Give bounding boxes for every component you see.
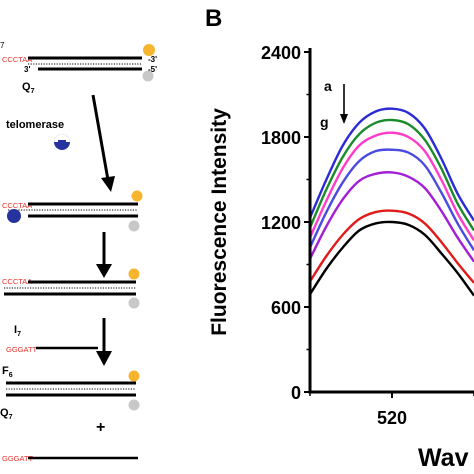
scheme-label-top-edge: 7 bbox=[0, 41, 5, 50]
scheme-row-2: CCCTAA bbox=[2, 190, 143, 232]
tick-marks bbox=[304, 51, 474, 398]
fluorescence-chart: B Fluorescence Intensity Wav 0 600 1200 180… bbox=[205, 5, 474, 472]
series-layer bbox=[308, 107, 474, 297]
released-sequence: GGGATT bbox=[2, 454, 34, 463]
scheme-row-3: CCCTAA bbox=[2, 268, 140, 309]
fragment-label: F6 bbox=[2, 365, 13, 379]
spectrum-line-f bbox=[308, 209, 474, 284]
row2-fluorophore-dot bbox=[131, 190, 143, 202]
panel-letter: B bbox=[205, 5, 222, 32]
quencher-label-bottom: Q7 bbox=[0, 407, 13, 421]
x-tick-labels: 520 bbox=[377, 408, 407, 428]
y-tick-label: 1800 bbox=[261, 128, 301, 148]
annotation-a: a bbox=[324, 78, 332, 94]
row2-sequence: CCCTAA bbox=[2, 201, 32, 210]
spectrum-line-g bbox=[308, 220, 474, 297]
x-tick-label: 520 bbox=[377, 408, 407, 428]
strand-end-5prime: -5' bbox=[148, 65, 157, 74]
strand-end-3prime: -3' bbox=[148, 55, 157, 64]
annotation-arrow-head bbox=[340, 114, 348, 124]
spectrum-line-c bbox=[308, 131, 474, 242]
row4-quencher-dot bbox=[128, 399, 140, 411]
spectrum-line-a bbox=[308, 107, 474, 222]
row3-fluorophore-dot bbox=[128, 268, 140, 280]
scheme-top-sequence: CCCTAA bbox=[2, 55, 32, 64]
y-tick-label: 2400 bbox=[261, 43, 301, 63]
telomerase-label: telomerase bbox=[6, 119, 64, 131]
inhibitor-sequence: GGGATT bbox=[6, 345, 38, 354]
spectrum-line-d bbox=[308, 148, 474, 251]
spectrum-line-b bbox=[308, 118, 474, 232]
row3-quencher-dot bbox=[128, 297, 140, 309]
spectrum-line-e bbox=[308, 171, 474, 263]
quencher-dot bbox=[142, 70, 154, 82]
inhibitor-label: I7 bbox=[14, 324, 21, 338]
y-tick-label: 600 bbox=[271, 298, 301, 318]
y-tick-label: 0 bbox=[291, 383, 301, 403]
row2-enzyme-icon bbox=[7, 209, 21, 223]
reaction-arrow-2-head bbox=[96, 264, 112, 278]
reaction-scheme: 7 CCCTAA -3' -5' 3' Q7 telomerase CCCTAA bbox=[0, 41, 157, 463]
annotation-g: g bbox=[320, 114, 329, 130]
quencher-label-top: Q7 bbox=[22, 81, 35, 95]
row3-sequence: CCCTAA bbox=[2, 277, 32, 286]
scheme-row-1: 7 CCCTAA -3' -5' 3' Q7 bbox=[0, 41, 157, 95]
y-tick-labels: 0 600 1200 1800 2400 bbox=[261, 43, 301, 403]
y-axis-label: Fluorescence Intensity bbox=[208, 108, 231, 336]
bottom-strand-3prime: 3' bbox=[24, 65, 30, 74]
telomerase-enzyme-icon bbox=[54, 134, 70, 150]
plus-sign: + bbox=[96, 419, 105, 436]
reaction-arrow-1 bbox=[91, 94, 110, 181]
fluorophore-dot bbox=[143, 44, 155, 56]
y-tick-label: 1200 bbox=[261, 213, 301, 233]
reaction-arrow-3-head bbox=[96, 351, 112, 366]
row4-fluorophore-dot bbox=[128, 370, 140, 382]
x-axis-label: Wav bbox=[418, 444, 469, 472]
reaction-arrow-1-head bbox=[101, 176, 115, 192]
row2-quencher-dot bbox=[128, 220, 140, 232]
scheme-row-4: F6 Q7 bbox=[0, 365, 140, 421]
